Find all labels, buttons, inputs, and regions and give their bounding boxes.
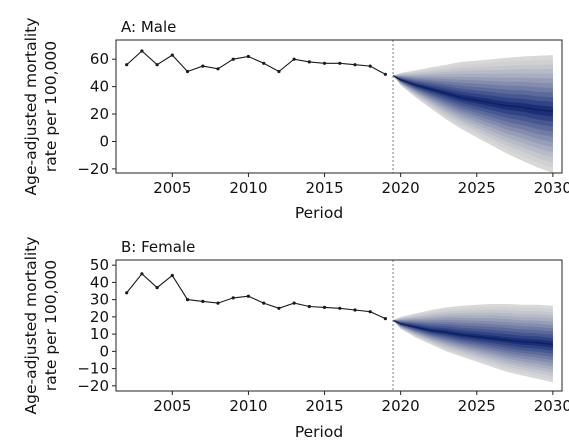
x-tick-label: 2005 bbox=[153, 179, 191, 197]
observed-point bbox=[125, 291, 129, 295]
observed-point bbox=[353, 308, 357, 312]
observed-point bbox=[185, 69, 190, 74]
observed-point bbox=[322, 61, 327, 65]
observed-point bbox=[216, 301, 220, 305]
observed-point bbox=[262, 61, 266, 65]
y-tick-label: 50 bbox=[90, 256, 109, 274]
forecast-line bbox=[392, 319, 553, 346]
panel-title: B: Female bbox=[121, 238, 195, 256]
forecast-line bbox=[392, 75, 553, 112]
y-axis-title: Age-adjusted mortality rate per 100,000 bbox=[22, 18, 60, 196]
observed-point bbox=[231, 57, 235, 61]
observed-point bbox=[368, 310, 372, 314]
x-tick-label: 2015 bbox=[305, 179, 343, 197]
y-tick-label: −10 bbox=[77, 360, 109, 378]
observed-point bbox=[322, 305, 327, 309]
observed-point bbox=[383, 72, 387, 76]
observed-point bbox=[140, 272, 144, 276]
observed-point bbox=[246, 294, 250, 298]
observed-point bbox=[262, 301, 266, 305]
x-tick-label: 2010 bbox=[229, 179, 267, 197]
observed-point bbox=[277, 69, 281, 74]
y-tick-label: 20 bbox=[90, 105, 109, 123]
observed-point bbox=[155, 286, 159, 290]
observed-point bbox=[201, 64, 205, 68]
plot-frame bbox=[115, 259, 563, 392]
observed-point bbox=[155, 63, 159, 67]
observed-line bbox=[126, 272, 386, 320]
observed-point bbox=[353, 63, 357, 67]
observed-point bbox=[231, 296, 235, 300]
observed-point bbox=[140, 49, 144, 53]
observed-point bbox=[292, 57, 296, 61]
observed-point bbox=[216, 67, 220, 71]
x-tick-label: 2025 bbox=[458, 397, 496, 415]
observed-point bbox=[338, 61, 342, 65]
y-axis-title: Age-adjusted mortality rate per 100,000 bbox=[22, 237, 60, 415]
y-tick-label: 40 bbox=[90, 78, 109, 96]
plot-frame bbox=[115, 39, 563, 174]
x-tick-label: 2030 bbox=[534, 179, 569, 197]
y-tick-label: 0 bbox=[99, 132, 109, 150]
observed-point bbox=[368, 64, 372, 68]
forecast-interval-fan bbox=[393, 55, 553, 173]
panel-title: A: Male bbox=[121, 18, 176, 36]
x-tick-label: 2015 bbox=[305, 397, 343, 415]
y-tick-label: −20 bbox=[77, 160, 109, 178]
y-tick-label: 30 bbox=[90, 291, 109, 309]
observed-point bbox=[277, 306, 281, 310]
observed-point bbox=[170, 53, 174, 57]
observed-point bbox=[125, 63, 129, 67]
x-axis-title: Period bbox=[295, 423, 343, 441]
y-tick-label: 20 bbox=[90, 308, 109, 326]
observed-point bbox=[338, 306, 342, 310]
x-tick-label: 2025 bbox=[458, 179, 496, 197]
forecast-interval-fan bbox=[393, 304, 553, 383]
x-axis-title: Period bbox=[295, 204, 343, 222]
observed-point bbox=[185, 298, 190, 302]
observed-point bbox=[201, 299, 205, 303]
y-tick-label: 40 bbox=[90, 273, 109, 291]
y-tick-label: 10 bbox=[90, 325, 109, 343]
observed-point bbox=[170, 273, 174, 278]
panel-female: B: Female 2005 2010 2015 2020 2025 2030 −20−100… bbox=[22, 237, 569, 441]
x-tick-label: 2020 bbox=[382, 179, 420, 197]
y-tick-label: −20 bbox=[77, 377, 109, 395]
observed-point bbox=[292, 301, 296, 305]
x-tick-label: 2020 bbox=[382, 397, 420, 415]
observed-point bbox=[307, 60, 311, 64]
x-tick-label: 2005 bbox=[153, 397, 191, 415]
y-tick-label: 60 bbox=[90, 50, 109, 68]
observed-point bbox=[383, 317, 387, 321]
observed-point bbox=[246, 54, 250, 59]
observed-point bbox=[307, 304, 311, 309]
panel-male: A: Male 2005 2010 2015 2020 2025 2030 −20 0 20 40 6… bbox=[22, 18, 569, 222]
x-tick-label: 2030 bbox=[534, 397, 569, 415]
x-tick-label: 2010 bbox=[229, 397, 267, 415]
observed-line bbox=[126, 50, 386, 75]
y-tick-label: 0 bbox=[99, 342, 109, 360]
